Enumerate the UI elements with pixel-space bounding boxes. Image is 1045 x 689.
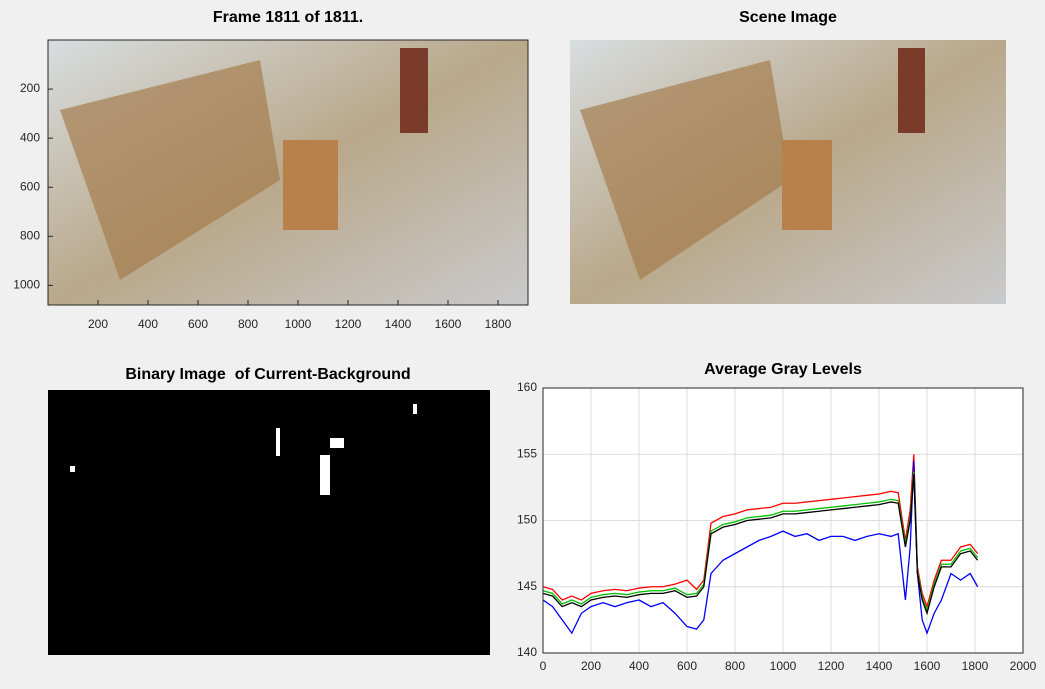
podium — [283, 140, 338, 230]
x-tick-label: 1800 — [962, 659, 989, 673]
y-tick-label: 155 — [517, 446, 537, 460]
x-tick-label: 1400 — [866, 659, 893, 673]
figure: Frame 1811 of 1811. Scene Image Binary I… — [0, 0, 1045, 689]
door — [400, 48, 428, 133]
x-tick-label: 1200 — [818, 659, 845, 673]
y-tick-label: 600 — [20, 179, 40, 193]
x-tick-label: 800 — [238, 317, 258, 331]
x-tick-label: 400 — [138, 317, 158, 331]
x-tick-label: 2000 — [1010, 659, 1037, 673]
x-tick-label: 200 — [581, 659, 601, 673]
x-tick-label: 1600 — [914, 659, 941, 673]
x-tick-label: 600 — [188, 317, 208, 331]
panel-title: Frame 1811 of 1811. — [213, 9, 363, 26]
panel-title: Binary Image of Current-Background — [125, 366, 410, 383]
scene-image — [570, 40, 1006, 304]
x-tick-label: 200 — [88, 317, 108, 331]
blob — [330, 438, 344, 448]
x-tick-label: 1800 — [485, 317, 512, 331]
y-tick-label: 160 — [517, 380, 537, 394]
chart-title: Average Gray Levels — [704, 361, 862, 378]
blob — [413, 404, 417, 414]
y-tick-label: 140 — [517, 645, 537, 659]
x-tick-label: 400 — [629, 659, 649, 673]
panel-title: Scene Image — [739, 9, 837, 26]
blob — [276, 428, 280, 456]
blob — [320, 455, 330, 495]
x-tick-label: 800 — [725, 659, 745, 673]
x-tick-label: 1000 — [770, 659, 797, 673]
door — [898, 48, 925, 133]
x-tick-label: 0 — [540, 659, 547, 673]
x-tick-label: 1400 — [385, 317, 412, 331]
frame-image — [48, 40, 528, 305]
y-tick-label: 1000 — [13, 278, 40, 292]
y-tick-label: 150 — [517, 513, 537, 527]
x-tick-label: 600 — [677, 659, 697, 673]
y-tick-label: 800 — [20, 228, 40, 242]
y-tick-label: 400 — [20, 130, 40, 144]
podium — [782, 140, 832, 230]
binary-image — [48, 390, 490, 655]
mask — [48, 390, 490, 655]
x-tick-label: 1600 — [435, 317, 462, 331]
y-tick-label: 145 — [517, 579, 537, 593]
blob — [70, 466, 75, 472]
y-tick-label: 200 — [20, 81, 40, 95]
x-tick-label: 1200 — [335, 317, 362, 331]
x-tick-label: 1000 — [285, 317, 312, 331]
page: Frame 1811 of 1811. Scene Image Binary I… — [0, 0, 1045, 689]
